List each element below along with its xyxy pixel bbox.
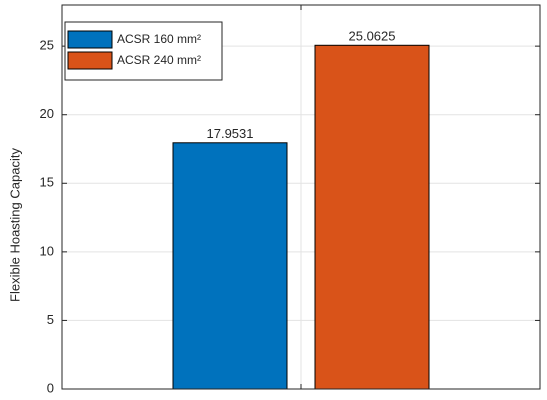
- y-axis-label: Flexible Hoasting Capacity: [7, 148, 22, 302]
- plot-border: [61, 4, 541, 390]
- value-label: 25.0625: [349, 29, 396, 44]
- y-tick-label: 15: [40, 175, 54, 190]
- legend-swatch: [67, 51, 113, 70]
- legend-swatch: [67, 30, 113, 49]
- y-tick-label: 20: [40, 106, 54, 121]
- bar: [172, 142, 288, 390]
- legend-label: ACSR 160 mm²: [117, 32, 201, 46]
- y-tick-label: 10: [40, 243, 54, 258]
- bar: [314, 44, 430, 390]
- y-tick-label: 0: [47, 380, 54, 395]
- y-tick-label: 5: [47, 312, 54, 327]
- value-label: 17.9531: [207, 126, 254, 141]
- y-tick-label: 25: [40, 38, 54, 53]
- legend-label: ACSR 240 mm²: [117, 53, 201, 67]
